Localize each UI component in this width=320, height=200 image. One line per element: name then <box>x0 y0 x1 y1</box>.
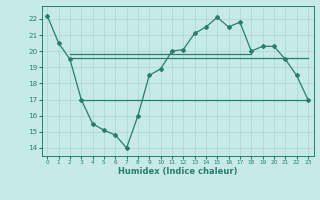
X-axis label: Humidex (Indice chaleur): Humidex (Indice chaleur) <box>118 167 237 176</box>
